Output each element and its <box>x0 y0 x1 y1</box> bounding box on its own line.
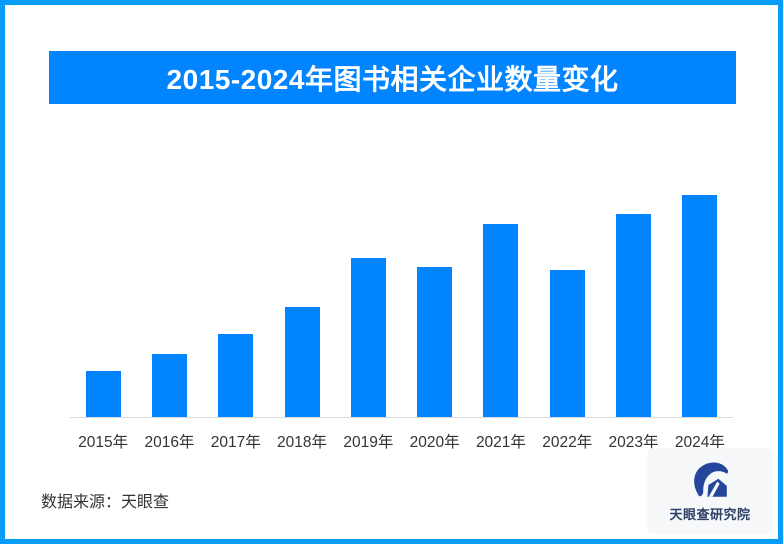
x-tick-label: 2016年 <box>144 434 195 451</box>
bar-slot <box>600 150 666 417</box>
x-tick-label: 2022年 <box>542 434 593 451</box>
page-title: 2015-2024年图书相关企业数量变化 <box>166 63 619 95</box>
bar-2021年 <box>483 224 519 417</box>
bar-2020年 <box>417 267 453 417</box>
x-tick-label: 2017年 <box>210 434 261 451</box>
bar-chart: 2015年 2016年 2017年 2018年 2019年 2020年 2021年 2022年… <box>70 150 733 452</box>
x-axis-labels: 2015年 2016年 2017年 2018年 2019年 2020年 2021年 2022年… <box>70 430 733 452</box>
bar-2016年 <box>151 354 187 417</box>
bar-slot <box>667 150 733 417</box>
bar-slot <box>269 150 335 417</box>
bar-slot <box>468 150 534 417</box>
x-tick-label: 2021年 <box>475 434 526 451</box>
tianyancha-logo-text: 天眼查研究院 <box>669 507 751 522</box>
bar-slot <box>70 150 136 417</box>
bar-slot <box>335 150 401 417</box>
data-source-label: 数据来源：天眼查 <box>41 494 170 511</box>
bar-slot <box>534 150 600 417</box>
bar-2022年 <box>549 270 585 417</box>
title-banner: 2015-2024年图书相关企业数量变化 <box>49 51 736 104</box>
bar-slot <box>401 150 467 417</box>
x-tick-label: 2023年 <box>608 434 659 451</box>
x-tick-label: 2015年 <box>78 434 129 451</box>
x-tick-label: 2019年 <box>343 434 394 451</box>
x-tick-label: 2018年 <box>277 434 328 451</box>
x-tick-label: 2024年 <box>674 434 725 451</box>
bar-slot <box>136 150 202 417</box>
bar-2023年 <box>616 214 652 417</box>
bar-2019年 <box>350 258 386 417</box>
plot-area <box>70 150 733 418</box>
bar-2017年 <box>218 334 254 417</box>
bar-2018年 <box>284 307 320 417</box>
bar-2015年 <box>85 371 121 417</box>
x-tick-label: 2020年 <box>409 434 460 451</box>
bar-2024年 <box>682 195 718 417</box>
tianyancha-logo: 天眼查研究院 <box>647 448 773 534</box>
bar-slot <box>203 150 269 417</box>
tianyancha-eye-icon <box>694 462 729 497</box>
